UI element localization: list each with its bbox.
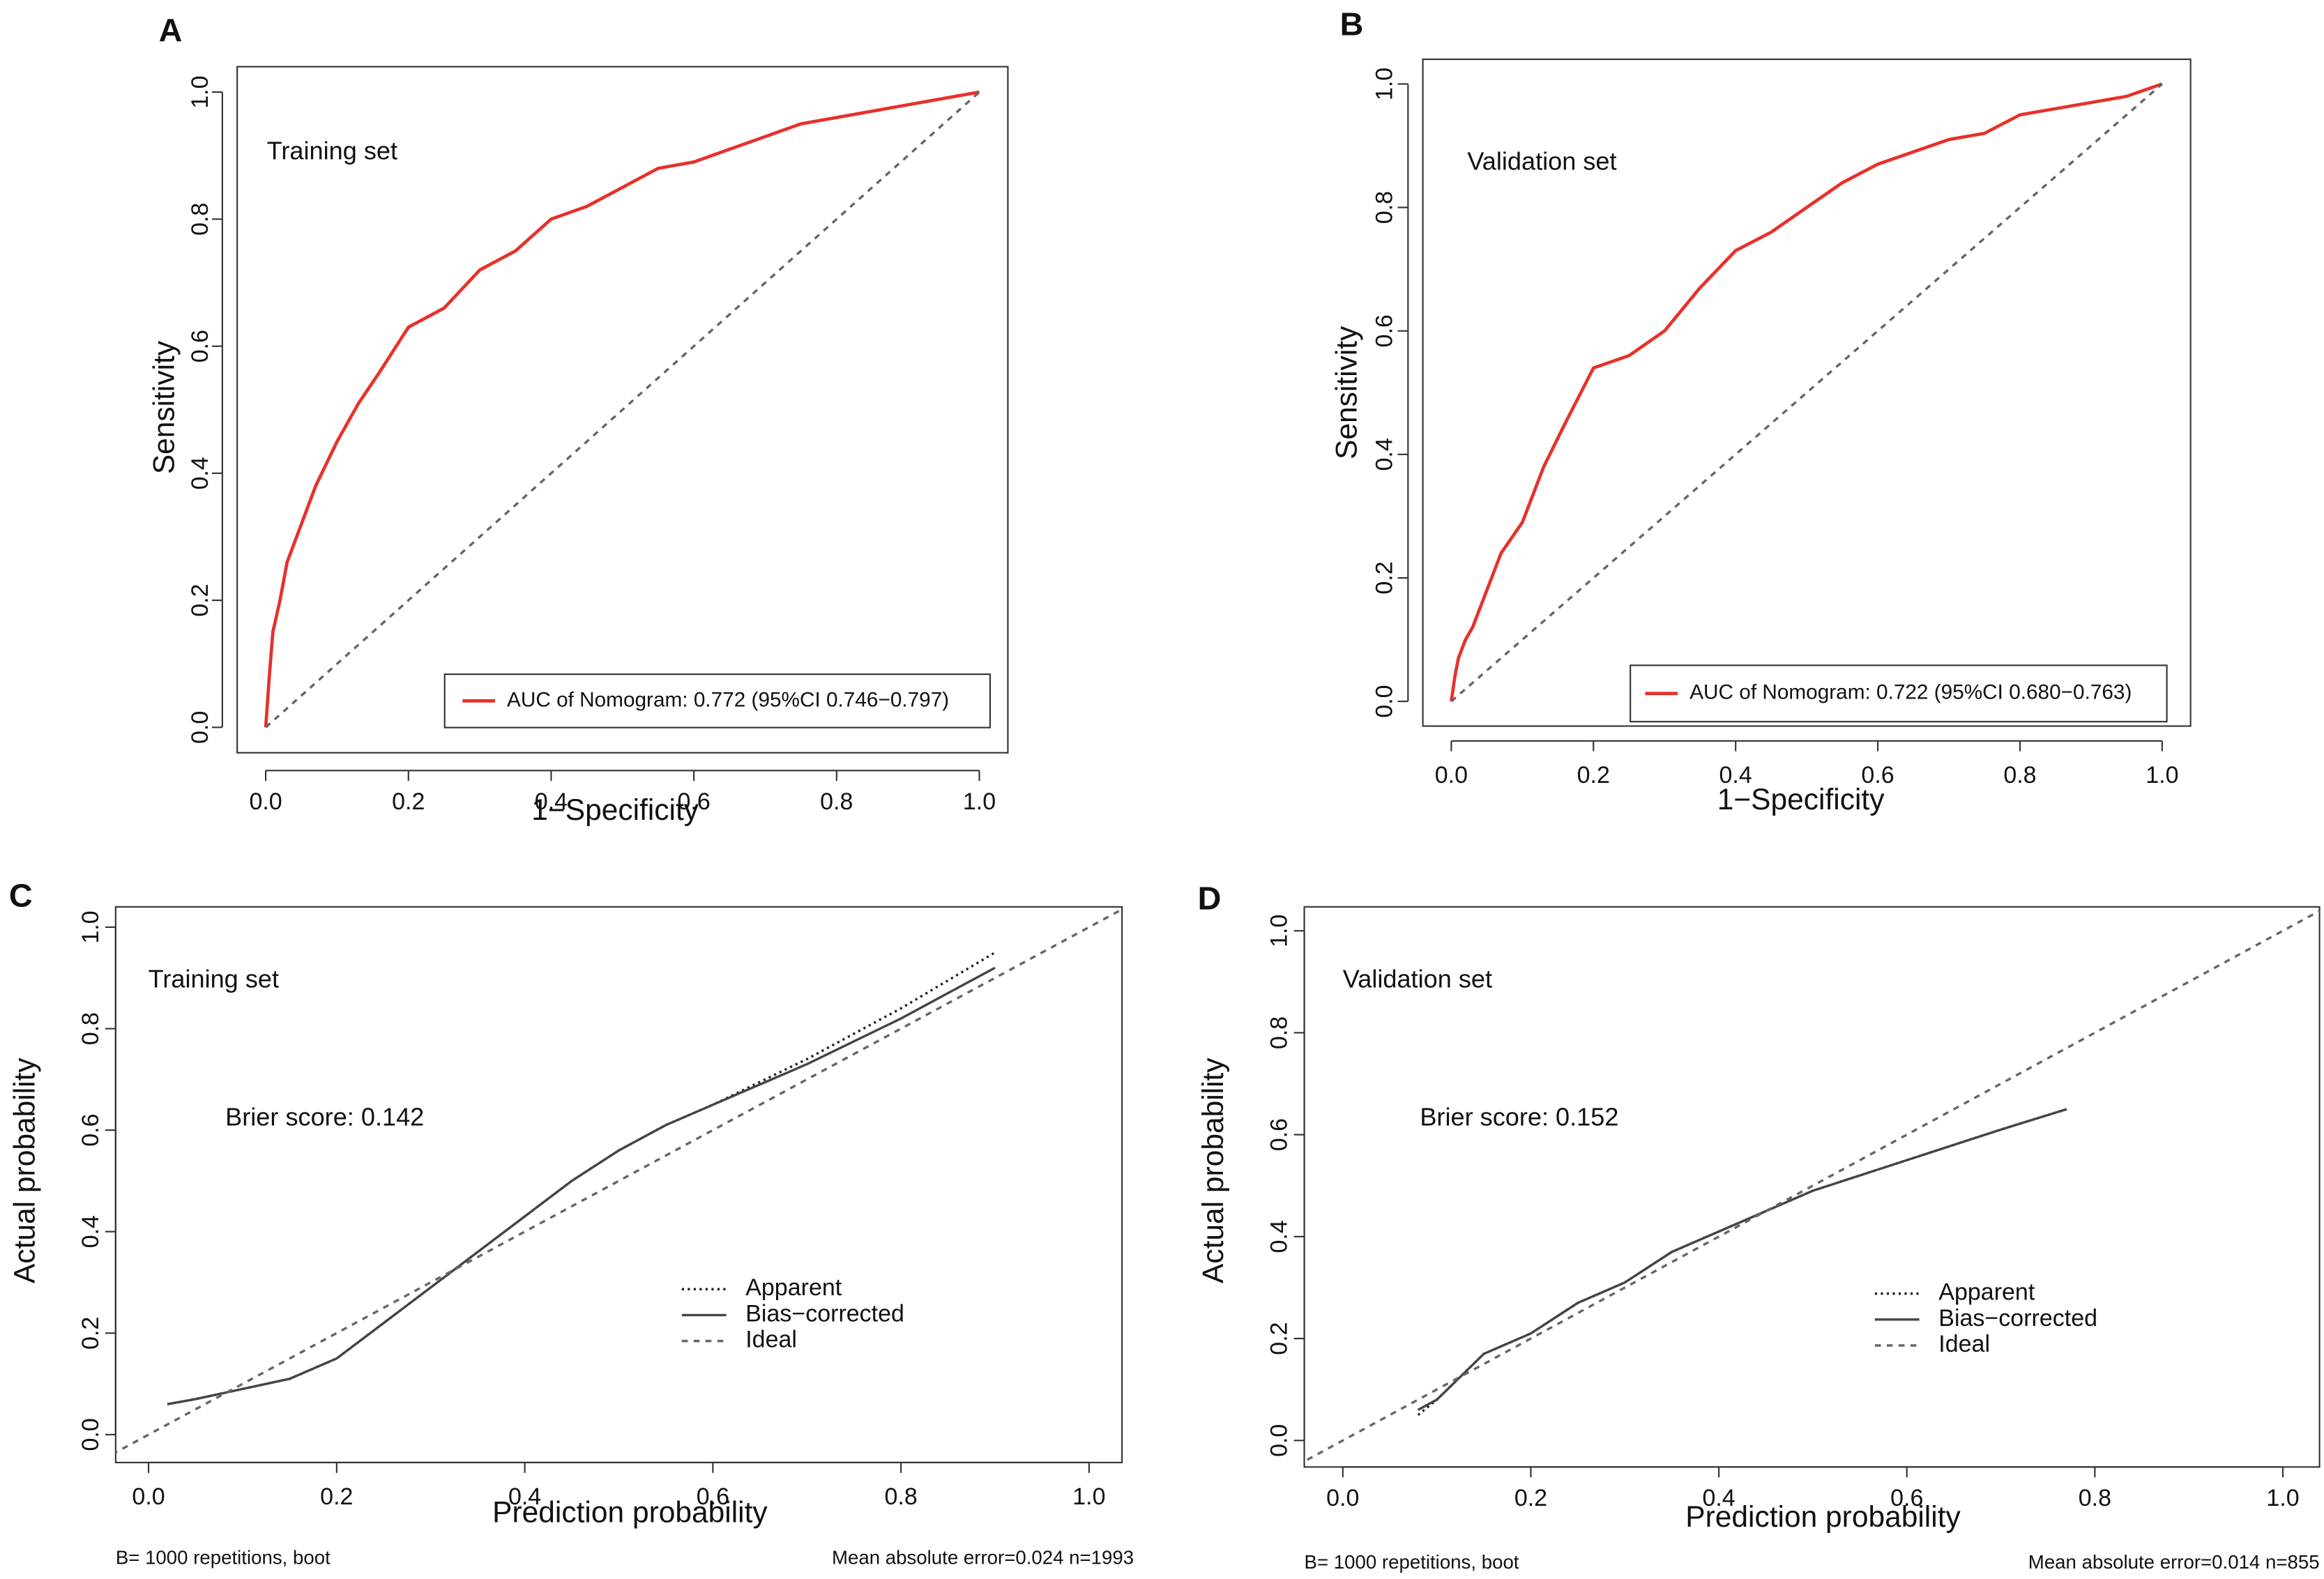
x-tick-label: 1.0 xyxy=(1072,1483,1105,1510)
x-tick-label: 0.4 xyxy=(1719,762,1752,788)
data-line xyxy=(167,951,996,1405)
panel-letter: B xyxy=(1340,6,1364,43)
y-axis-title: Sensitivity xyxy=(148,340,181,474)
panel-letter: A xyxy=(159,12,183,48)
x-tick-label: 0.6 xyxy=(1890,1485,1923,1511)
data-line xyxy=(1417,1108,2067,1411)
x-tick-label: 0.0 xyxy=(1326,1485,1359,1511)
x-tick-label: 0.8 xyxy=(884,1483,917,1510)
y-tick-label: 0.8 xyxy=(1371,191,1397,224)
reference-line xyxy=(264,91,980,729)
x-axis-title: Prediction probability xyxy=(492,1497,768,1530)
legend-label: Apparent xyxy=(745,1274,842,1301)
x-axis-title: 1−Specificity xyxy=(531,794,699,827)
x-axis-title: 1−Specificity xyxy=(1717,784,1885,816)
panel: A 0.0 0.2 0.4 0.6 0.8 1.0 0.0 0.2 0.4 0.6 0.8 1.0 1−S… xyxy=(148,12,1009,827)
panel-letter: C xyxy=(9,877,33,913)
legend-label: Apparent xyxy=(1938,1279,2035,1306)
footnote: B= 1000 repetitions, boot xyxy=(116,1546,331,1568)
y-tick-label: 0.6 xyxy=(1266,1118,1293,1151)
annotation: Training set xyxy=(149,965,279,993)
annotation: Validation set xyxy=(1467,146,1616,175)
data-line xyxy=(1450,82,2163,702)
x-tick-label: 0.4 xyxy=(535,788,568,815)
legend-label: Ideal xyxy=(1938,1331,1990,1357)
data-line xyxy=(1304,909,2320,1463)
annotation: Brier score: 0.152 xyxy=(1420,1102,1618,1131)
x-tick-label: 0.2 xyxy=(392,788,425,815)
y-tick-label: 0.6 xyxy=(77,1114,104,1147)
panel: C 0.0 0.2 0.4 0.6 0.8 1.0 0.0 0.2 0.4 0.6 0.8 1.0 Pre… xyxy=(9,877,1134,1568)
x-tick-label: 0.4 xyxy=(508,1483,541,1510)
plot-frame xyxy=(236,66,1009,754)
y-tick-label: 0.2 xyxy=(1371,561,1397,594)
y-tick-label: 1.0 xyxy=(1371,68,1397,100)
footnote: Mean absolute error=0.014 n=855 xyxy=(2028,1551,2320,1573)
legend-label: AUC of Nomogram: 0.722 (95%CI 0.680−0.76… xyxy=(1689,681,2132,704)
legend-box xyxy=(443,673,991,729)
x-tick-label: 0.6 xyxy=(678,788,711,815)
footnote: B= 1000 repetitions, boot xyxy=(1305,1551,1519,1573)
panel: D 0.0 0.2 0.4 0.6 0.8 1.0 0.0 0.2 0.4 0.6 0.8 1.0 Pre… xyxy=(1197,880,2321,1573)
y-tick-label: 0.8 xyxy=(187,203,213,236)
y-tick-label: 0.8 xyxy=(1266,1016,1293,1049)
panel-letter: D xyxy=(1198,880,1222,917)
y-tick-label: 0.8 xyxy=(77,1012,104,1045)
y-axis-title: Actual probability xyxy=(1197,1058,1230,1283)
x-tick-label: 0.6 xyxy=(1861,762,1894,788)
y-tick-label: 0.6 xyxy=(187,330,213,363)
footnote: Mean absolute error=0.024 n=1993 xyxy=(832,1546,1134,1568)
x-tick-label: 0.8 xyxy=(2003,762,2036,788)
panel: B 0.0 0.2 0.4 0.6 0.8 1.0 0.0 0.2 0.4 0.6 0.8 1.0 1−S… xyxy=(1331,6,2192,816)
y-tick-label: 0.0 xyxy=(1371,685,1397,717)
x-tick-label: 0.0 xyxy=(132,1483,165,1510)
y-tick-label: 1.0 xyxy=(77,910,104,943)
legend-label: Bias−corrected xyxy=(1938,1305,2097,1332)
x-tick-label: 0.8 xyxy=(2079,1485,2111,1511)
data-line xyxy=(264,90,980,728)
y-tick-label: 0.4 xyxy=(187,457,213,489)
y-tick-label: 0.4 xyxy=(1266,1220,1293,1253)
y-axis-title: Actual probability xyxy=(9,1058,42,1283)
y-tick-label: 0.2 xyxy=(1266,1322,1293,1355)
x-tick-label: 1.0 xyxy=(2266,1485,2299,1511)
data-line xyxy=(1417,1108,2067,1417)
x-tick-label: 0.2 xyxy=(320,1483,353,1510)
x-tick-label: 1.0 xyxy=(963,788,996,815)
legend-box xyxy=(1630,664,2168,723)
annotation: Brier score: 0.142 xyxy=(225,1102,424,1131)
legend-label: Ideal xyxy=(745,1327,797,1353)
x-tick-label: 0.0 xyxy=(249,788,282,815)
y-tick-label: 0.2 xyxy=(187,583,213,616)
y-tick-label: 0.0 xyxy=(1266,1424,1293,1457)
annotation: Training set xyxy=(267,136,397,165)
y-tick-label: 0.0 xyxy=(187,711,213,744)
legend-label: AUC of Nomogram: 0.772 (95%CI 0.746−0.79… xyxy=(507,688,949,711)
y-tick-label: 1.0 xyxy=(1266,915,1293,947)
x-tick-label: 1.0 xyxy=(2145,762,2178,788)
reference-line xyxy=(1450,83,2163,703)
y-tick-label: 1.0 xyxy=(187,75,213,108)
x-tick-label: 0.8 xyxy=(820,788,853,815)
y-tick-label: 0.6 xyxy=(1371,314,1397,347)
y-tick-label: 0.4 xyxy=(77,1215,104,1248)
legend-label: Bias−corrected xyxy=(745,1300,904,1327)
y-tick-label: 0.2 xyxy=(77,1317,104,1350)
y-tick-label: 0.4 xyxy=(1371,438,1397,471)
x-tick-label: 0.0 xyxy=(1435,762,1468,788)
x-tick-label: 0.2 xyxy=(1577,762,1610,788)
data-line xyxy=(167,966,996,1405)
annotation: Validation set xyxy=(1343,965,1492,993)
y-axis-title: Sensitivity xyxy=(1331,326,1364,459)
x-tick-label: 0.6 xyxy=(697,1483,729,1510)
y-tick-label: 0.0 xyxy=(77,1418,104,1451)
x-tick-label: 0.4 xyxy=(1702,1485,1735,1511)
x-axis-title: Prediction probability xyxy=(1685,1501,1961,1534)
x-tick-label: 0.2 xyxy=(1514,1485,1547,1511)
plot-frame xyxy=(1422,58,2192,727)
